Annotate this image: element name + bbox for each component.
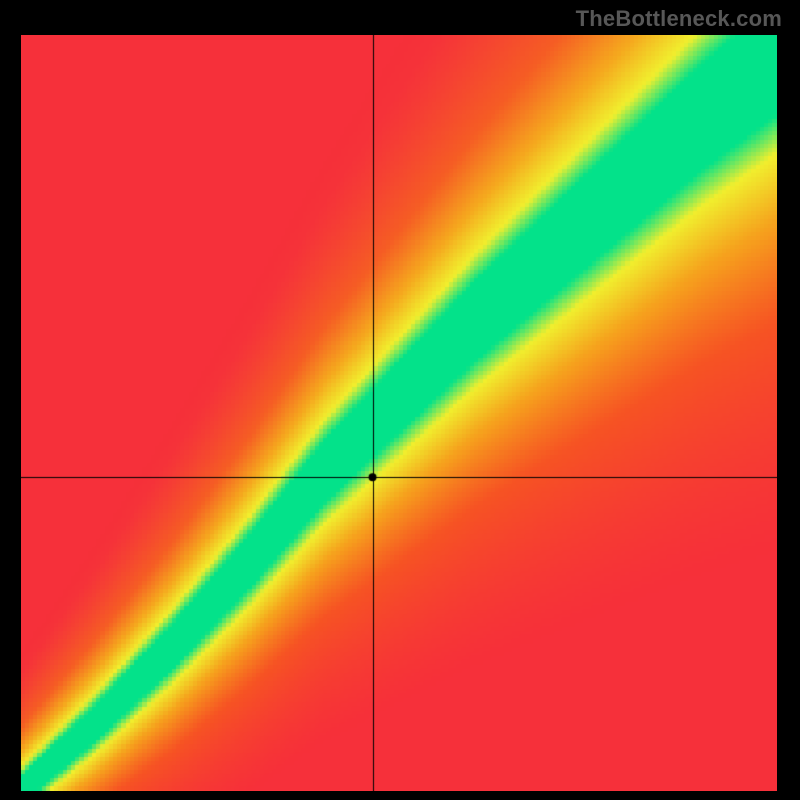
- watermark-text: TheBottleneck.com: [576, 6, 782, 32]
- chart-root: TheBottleneck.com: [0, 0, 800, 800]
- bottleneck-heatmap: [21, 35, 777, 791]
